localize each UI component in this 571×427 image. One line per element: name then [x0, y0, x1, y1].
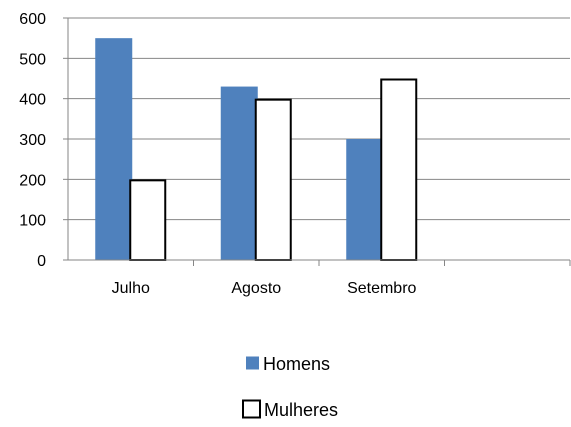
y-tick-label: 600 [19, 11, 46, 28]
legend-label-mulheres: Mulheres [264, 400, 338, 420]
x-tick-label: Setembro [347, 280, 416, 297]
legend-swatch-mulheres [242, 399, 261, 419]
x-tick-label: Agosto [231, 280, 281, 297]
legend: Homens Mulheres [242, 354, 338, 420]
bar-homens-agosto [220, 86, 258, 260]
legend-swatch-homens [246, 356, 259, 370]
y-tick-label: 100 [19, 213, 46, 230]
x-tick-label: Julho [112, 280, 150, 297]
legend-label-homens: Homens [263, 354, 330, 374]
y-tick-label: 200 [19, 172, 46, 189]
axes [63, 17, 571, 266]
bar-homens-julho [95, 38, 133, 260]
tick-labels: 0 100 200 300 400 500 600 Julho Agosto Setembro [19, 11, 416, 297]
y-tick-label: 300 [19, 132, 46, 149]
bar-homens-setembro [346, 139, 384, 260]
bar-mulheres-julho [129, 179, 167, 261]
y-tick-label: 400 [19, 92, 46, 109]
bars [95, 38, 418, 261]
bar-mulheres-agosto [254, 98, 292, 261]
y-tick-label: 0 [37, 253, 46, 270]
y-tick-label: 500 [19, 51, 46, 68]
bar-mulheres-setembro [380, 78, 418, 261]
